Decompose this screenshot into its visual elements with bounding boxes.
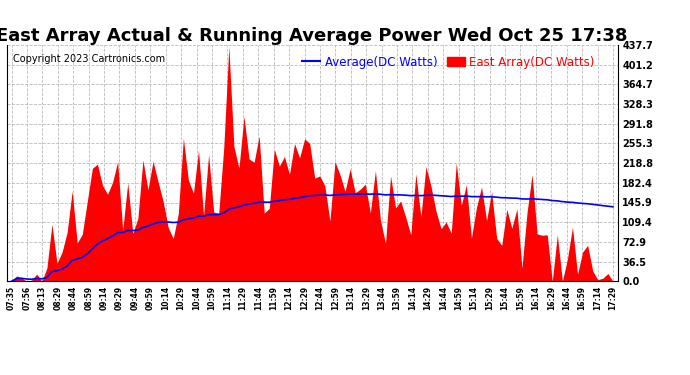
- Legend: Average(DC Watts), East Array(DC Watts): Average(DC Watts), East Array(DC Watts): [297, 51, 600, 74]
- Text: Copyright 2023 Cartronics.com: Copyright 2023 Cartronics.com: [13, 54, 165, 64]
- Title: East Array Actual & Running Average Power Wed Oct 25 17:38: East Array Actual & Running Average Powe…: [0, 27, 628, 45]
